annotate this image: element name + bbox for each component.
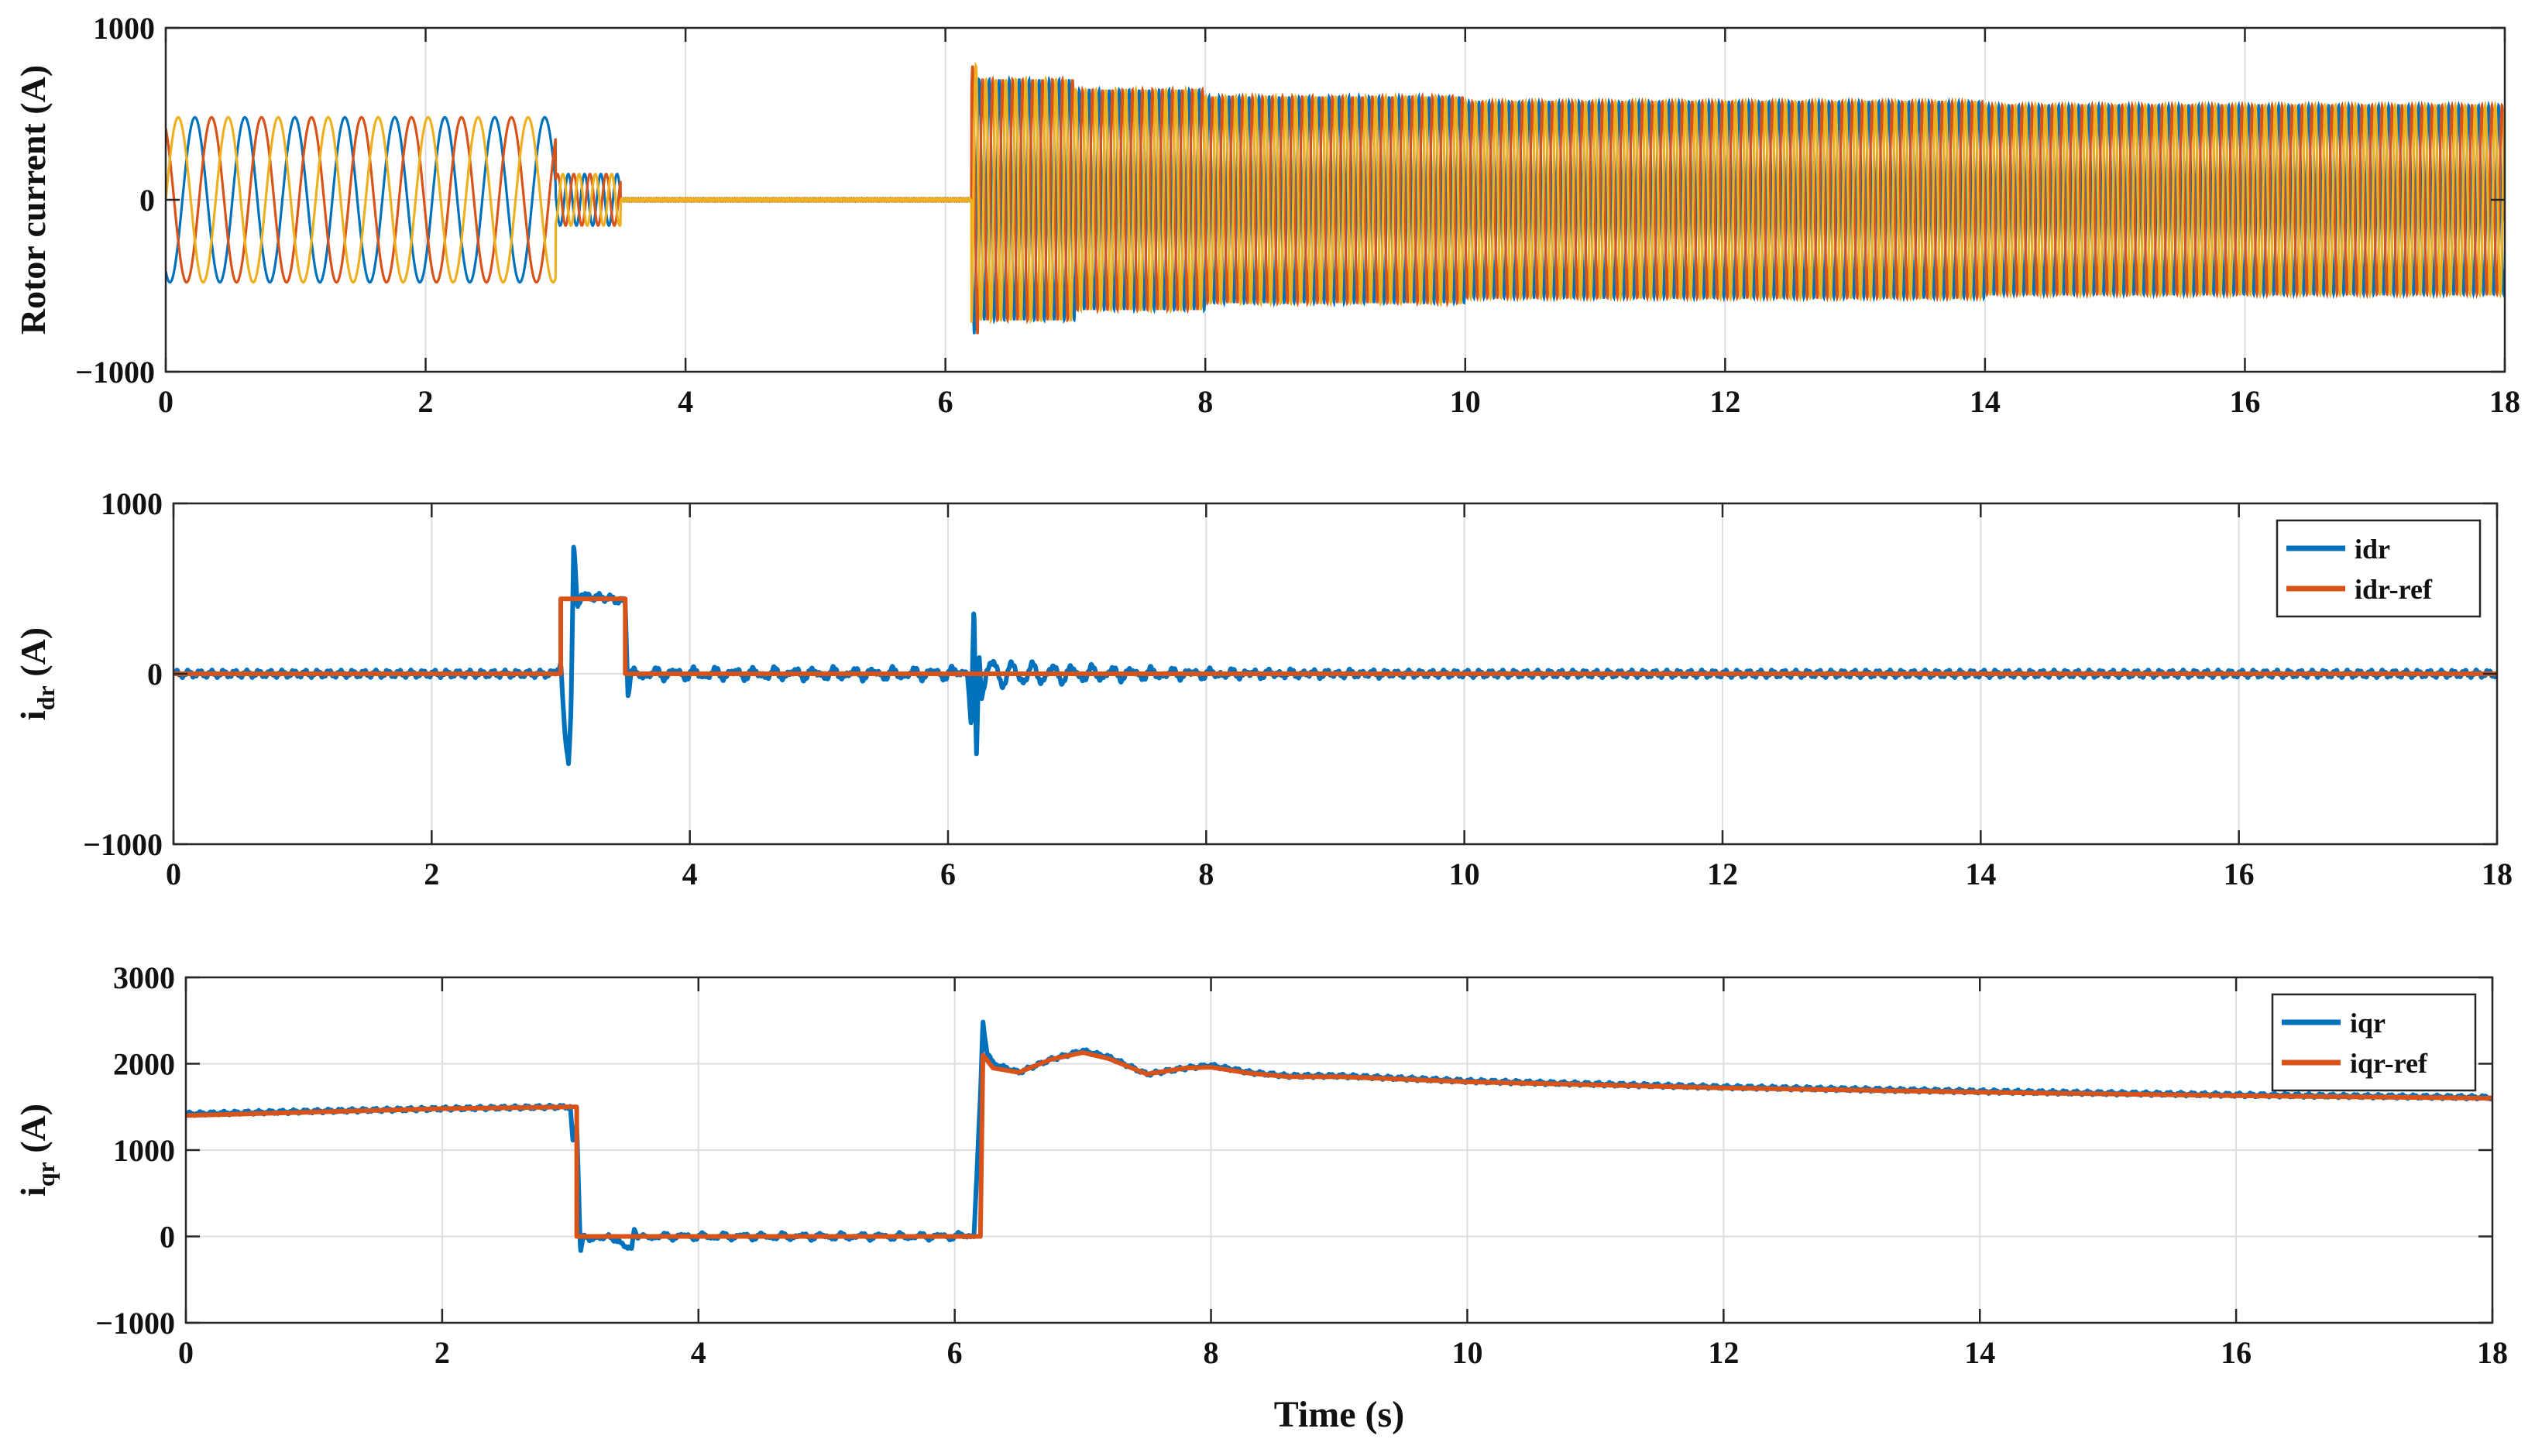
x-tick-label: 2 xyxy=(418,384,434,419)
y-tick-label: 0 xyxy=(139,183,155,218)
x-tick-label: 18 xyxy=(2489,384,2520,419)
x-tick-label: 8 xyxy=(1204,1335,1219,1370)
y-tick-label: −1000 xyxy=(75,355,155,390)
legend-box xyxy=(2271,993,2477,1092)
y-tick-label: −1000 xyxy=(83,827,163,862)
x-tick-label: 6 xyxy=(938,384,953,419)
x-tick-label: 8 xyxy=(1197,384,1213,419)
x-tick-label: 4 xyxy=(691,1335,706,1370)
x-tick-label: 0 xyxy=(166,857,181,891)
x-tick-label: 14 xyxy=(1965,857,1996,891)
y-tick-label: −1000 xyxy=(95,1306,175,1341)
legend-entry: idr-ref xyxy=(2355,574,2433,605)
y-axis-label: Rotor current (A) xyxy=(13,65,53,335)
legend-entry: iqr-ref xyxy=(2350,1048,2428,1079)
x-tick-label: 14 xyxy=(1964,1335,1995,1370)
x-tick-label: 4 xyxy=(682,857,698,891)
x-tick-label: 6 xyxy=(940,857,956,891)
y-tick-label: 3000 xyxy=(113,960,175,995)
x-tick-label: 10 xyxy=(1449,857,1480,891)
x-tick-label: 2 xyxy=(424,857,439,891)
y-tick-label: 0 xyxy=(147,657,163,692)
x-tick-label: 0 xyxy=(178,1335,194,1370)
x-tick-label: 2 xyxy=(435,1335,450,1370)
x-tick-label: 12 xyxy=(1707,857,1738,891)
series-idr-ref xyxy=(173,596,2497,676)
x-tick-label: 12 xyxy=(1708,1335,1739,1370)
legend-entry: iqr xyxy=(2350,1008,2386,1039)
y-axis-label: iqr (A) xyxy=(13,1104,60,1197)
x-tick-label: 16 xyxy=(2221,1335,2252,1370)
x-tick-label: 16 xyxy=(2224,857,2255,891)
x-tick-label: 16 xyxy=(2229,384,2260,419)
rotor-current-phase-2 xyxy=(166,65,2505,335)
x-tick-label: 4 xyxy=(678,384,693,419)
x-tick-label: 0 xyxy=(158,384,173,419)
series-group xyxy=(173,544,2497,767)
y-tick-label: 1000 xyxy=(93,11,155,46)
x-tick-label: 10 xyxy=(1451,1335,1482,1370)
rotor-current-phase-3 xyxy=(166,61,2505,325)
x-tick-label: 14 xyxy=(1970,384,2001,419)
y-axis-label: idr (A) xyxy=(13,627,60,720)
legend-entry: idr xyxy=(2355,534,2390,565)
series-group xyxy=(166,61,2505,335)
legend: idr idr-ref xyxy=(2276,519,2482,618)
x-tick-label: 10 xyxy=(1450,384,1481,419)
series-iqr-ref xyxy=(186,1050,2492,1239)
x-axis-label: Time (s) xyxy=(1274,1394,1404,1435)
legend-box xyxy=(2276,519,2482,618)
y-tick-label: 1000 xyxy=(101,486,163,521)
y-tick-label: 2000 xyxy=(113,1047,175,1082)
x-tick-label: 12 xyxy=(1709,384,1740,419)
x-tick-label: 6 xyxy=(947,1335,963,1370)
x-tick-label: 8 xyxy=(1198,857,1214,891)
y-tick-label: 0 xyxy=(160,1220,175,1255)
x-tick-label: 18 xyxy=(2482,857,2513,891)
legend: iqr iqr-ref xyxy=(2271,993,2477,1092)
x-tick-label: 18 xyxy=(2477,1335,2508,1370)
y-tick-label: 1000 xyxy=(113,1133,175,1168)
series-group xyxy=(186,1019,2492,1253)
